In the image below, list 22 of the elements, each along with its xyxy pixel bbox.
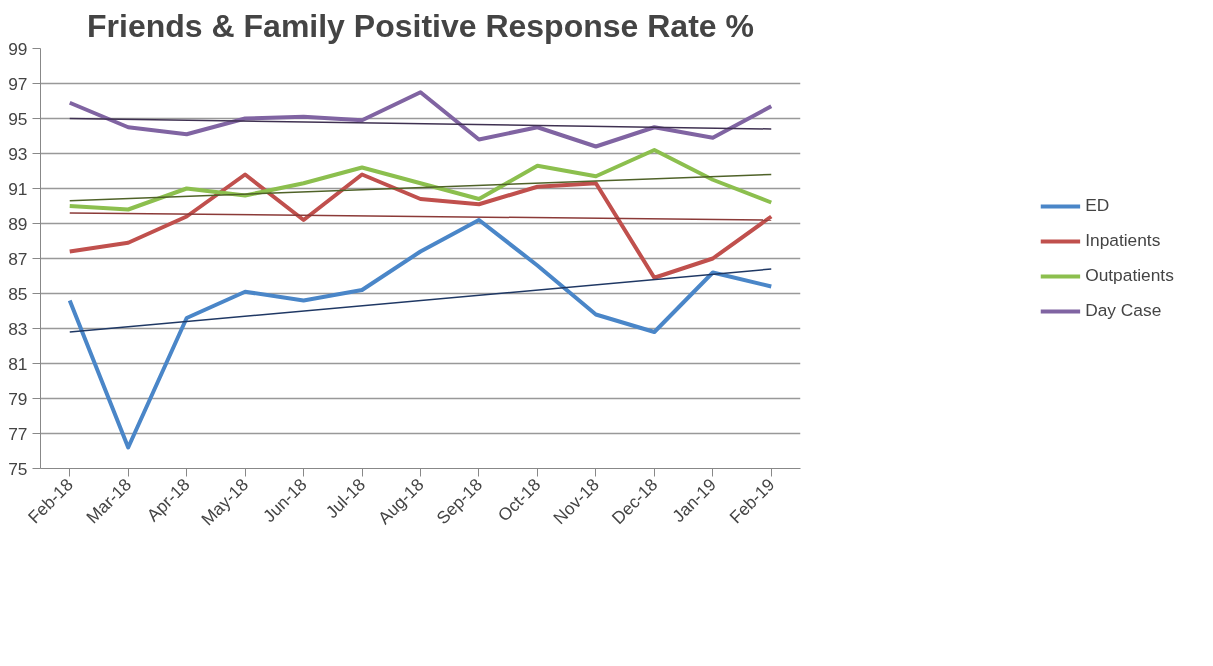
legend-label: Inpatients bbox=[1085, 230, 1161, 251]
line-series bbox=[67, 148, 774, 212]
y-tick-label: 91 bbox=[8, 178, 28, 199]
legend-label: Day Case bbox=[1085, 300, 1162, 321]
y-tick-label: 81 bbox=[8, 353, 28, 374]
legend-label: Outpatients bbox=[1085, 265, 1174, 286]
y-tick-label: 95 bbox=[8, 108, 28, 129]
y-tick-label: 79 bbox=[8, 388, 28, 409]
chart-title: Friends & Family Positive Response Rate % bbox=[87, 7, 754, 44]
legend-label: ED bbox=[1085, 195, 1110, 216]
y-tick-label: 77 bbox=[8, 423, 28, 444]
y-tick-label: 99 bbox=[8, 38, 28, 59]
line-series bbox=[67, 218, 774, 450]
y-tick-label: 97 bbox=[8, 73, 28, 94]
y-tick-label: 89 bbox=[8, 213, 28, 234]
y-tick-label: 83 bbox=[8, 318, 28, 339]
y-tick-label: 87 bbox=[8, 248, 28, 269]
line-series bbox=[67, 172, 774, 280]
y-tick-label: 93 bbox=[8, 143, 28, 164]
line-series bbox=[67, 90, 774, 149]
y-tick-label: 75 bbox=[8, 458, 28, 479]
y-tick-label: 85 bbox=[8, 283, 28, 304]
